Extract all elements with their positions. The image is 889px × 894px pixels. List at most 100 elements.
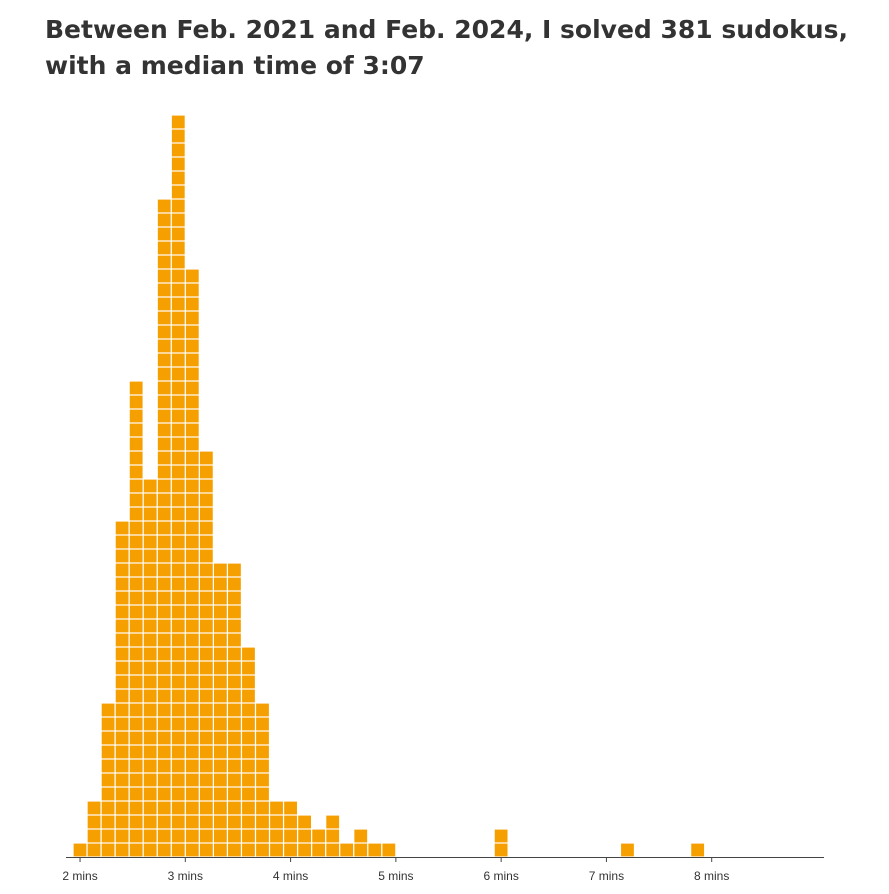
sudoku-square <box>185 717 199 731</box>
sudoku-square <box>171 745 185 759</box>
sudoku-square <box>157 395 171 409</box>
sudoku-square <box>242 731 255 745</box>
sudoku-square <box>199 815 213 829</box>
sudoku-square <box>242 815 255 829</box>
sudoku-square <box>256 787 269 801</box>
sudoku-square <box>143 829 157 843</box>
sudoku-square <box>185 353 199 367</box>
sudoku-square <box>199 619 213 633</box>
sudoku-square <box>213 717 227 731</box>
sudoku-square <box>143 815 157 829</box>
sudoku-square <box>143 493 157 507</box>
sudoku-square <box>228 675 241 689</box>
sudoku-square <box>129 479 143 493</box>
sudoku-square <box>143 843 157 857</box>
sudoku-square <box>129 507 143 521</box>
sudoku-square <box>242 647 255 661</box>
sudoku-square <box>157 661 171 675</box>
sudoku-square <box>199 717 213 731</box>
sudoku-square <box>101 787 115 801</box>
x-tick-label: 3 mins <box>168 869 203 883</box>
sudoku-square <box>115 717 129 731</box>
sudoku-square <box>143 521 157 535</box>
x-tick-label: 7 mins <box>589 869 624 883</box>
sudoku-square <box>171 731 185 745</box>
sudoku-square <box>185 801 199 815</box>
sudoku-square <box>101 843 115 857</box>
sudoku-square <box>228 815 241 829</box>
sudoku-square <box>129 717 143 731</box>
sudoku-square <box>157 843 171 857</box>
sudoku-square <box>171 549 185 563</box>
sudoku-square <box>185 451 199 465</box>
sudoku-square <box>199 661 213 675</box>
sudoku-square <box>284 843 297 857</box>
sudoku-square <box>171 661 185 675</box>
sudoku-square <box>228 563 241 577</box>
sudoku-square <box>129 745 143 759</box>
sudoku-square <box>171 185 185 199</box>
sudoku-square <box>382 843 396 857</box>
sudoku-square <box>129 731 143 745</box>
sudoku-square <box>115 745 129 759</box>
sudoku-square <box>157 507 171 521</box>
sudoku-square <box>298 843 312 857</box>
sudoku-square <box>129 703 143 717</box>
sudoku-square <box>87 801 101 815</box>
sudoku-square <box>115 577 129 591</box>
sudoku-square <box>228 731 241 745</box>
sudoku-square <box>143 703 157 717</box>
histogram-squares <box>73 115 705 857</box>
sudoku-square <box>157 381 171 395</box>
sudoku-square <box>87 815 101 829</box>
sudoku-square <box>185 731 199 745</box>
sudoku-square <box>129 675 143 689</box>
sudoku-square <box>115 815 129 829</box>
sudoku-square <box>129 395 143 409</box>
sudoku-square <box>129 423 143 437</box>
sudoku-square <box>228 745 241 759</box>
sudoku-square <box>157 451 171 465</box>
sudoku-square <box>242 717 255 731</box>
sudoku-square <box>129 381 143 395</box>
sudoku-square <box>129 409 143 423</box>
sudoku-square <box>129 787 143 801</box>
sudoku-square <box>171 759 185 773</box>
sudoku-square <box>185 423 199 437</box>
sudoku-square <box>228 773 241 787</box>
sudoku-square <box>284 815 297 829</box>
sudoku-square <box>326 815 340 829</box>
sudoku-square <box>242 829 255 843</box>
sudoku-square <box>228 717 241 731</box>
sudoku-square <box>621 843 634 857</box>
sudoku-square <box>115 843 129 857</box>
sudoku-square <box>185 605 199 619</box>
sudoku-square <box>129 451 143 465</box>
sudoku-square <box>256 731 269 745</box>
sudoku-square <box>185 479 199 493</box>
sudoku-square <box>143 619 157 633</box>
sudoku-square <box>185 549 199 563</box>
sudoku-square <box>312 829 326 843</box>
sudoku-square <box>157 647 171 661</box>
sudoku-square <box>298 815 312 829</box>
sudoku-square <box>115 731 129 745</box>
sudoku-square <box>213 745 227 759</box>
sudoku-square <box>129 535 143 549</box>
sudoku-square <box>129 577 143 591</box>
sudoku-square <box>171 815 185 829</box>
sudoku-square <box>101 731 115 745</box>
sudoku-square <box>157 689 171 703</box>
sudoku-square <box>185 633 199 647</box>
sudoku-square <box>213 787 227 801</box>
sudoku-square <box>185 521 199 535</box>
sudoku-square <box>171 409 185 423</box>
sudoku-square <box>171 563 185 577</box>
sudoku-square <box>157 353 171 367</box>
sudoku-square <box>101 829 115 843</box>
sudoku-square <box>185 535 199 549</box>
sudoku-square <box>129 689 143 703</box>
sudoku-square <box>242 801 255 815</box>
x-tick-label: 8 mins <box>694 869 729 883</box>
sudoku-square <box>171 633 185 647</box>
